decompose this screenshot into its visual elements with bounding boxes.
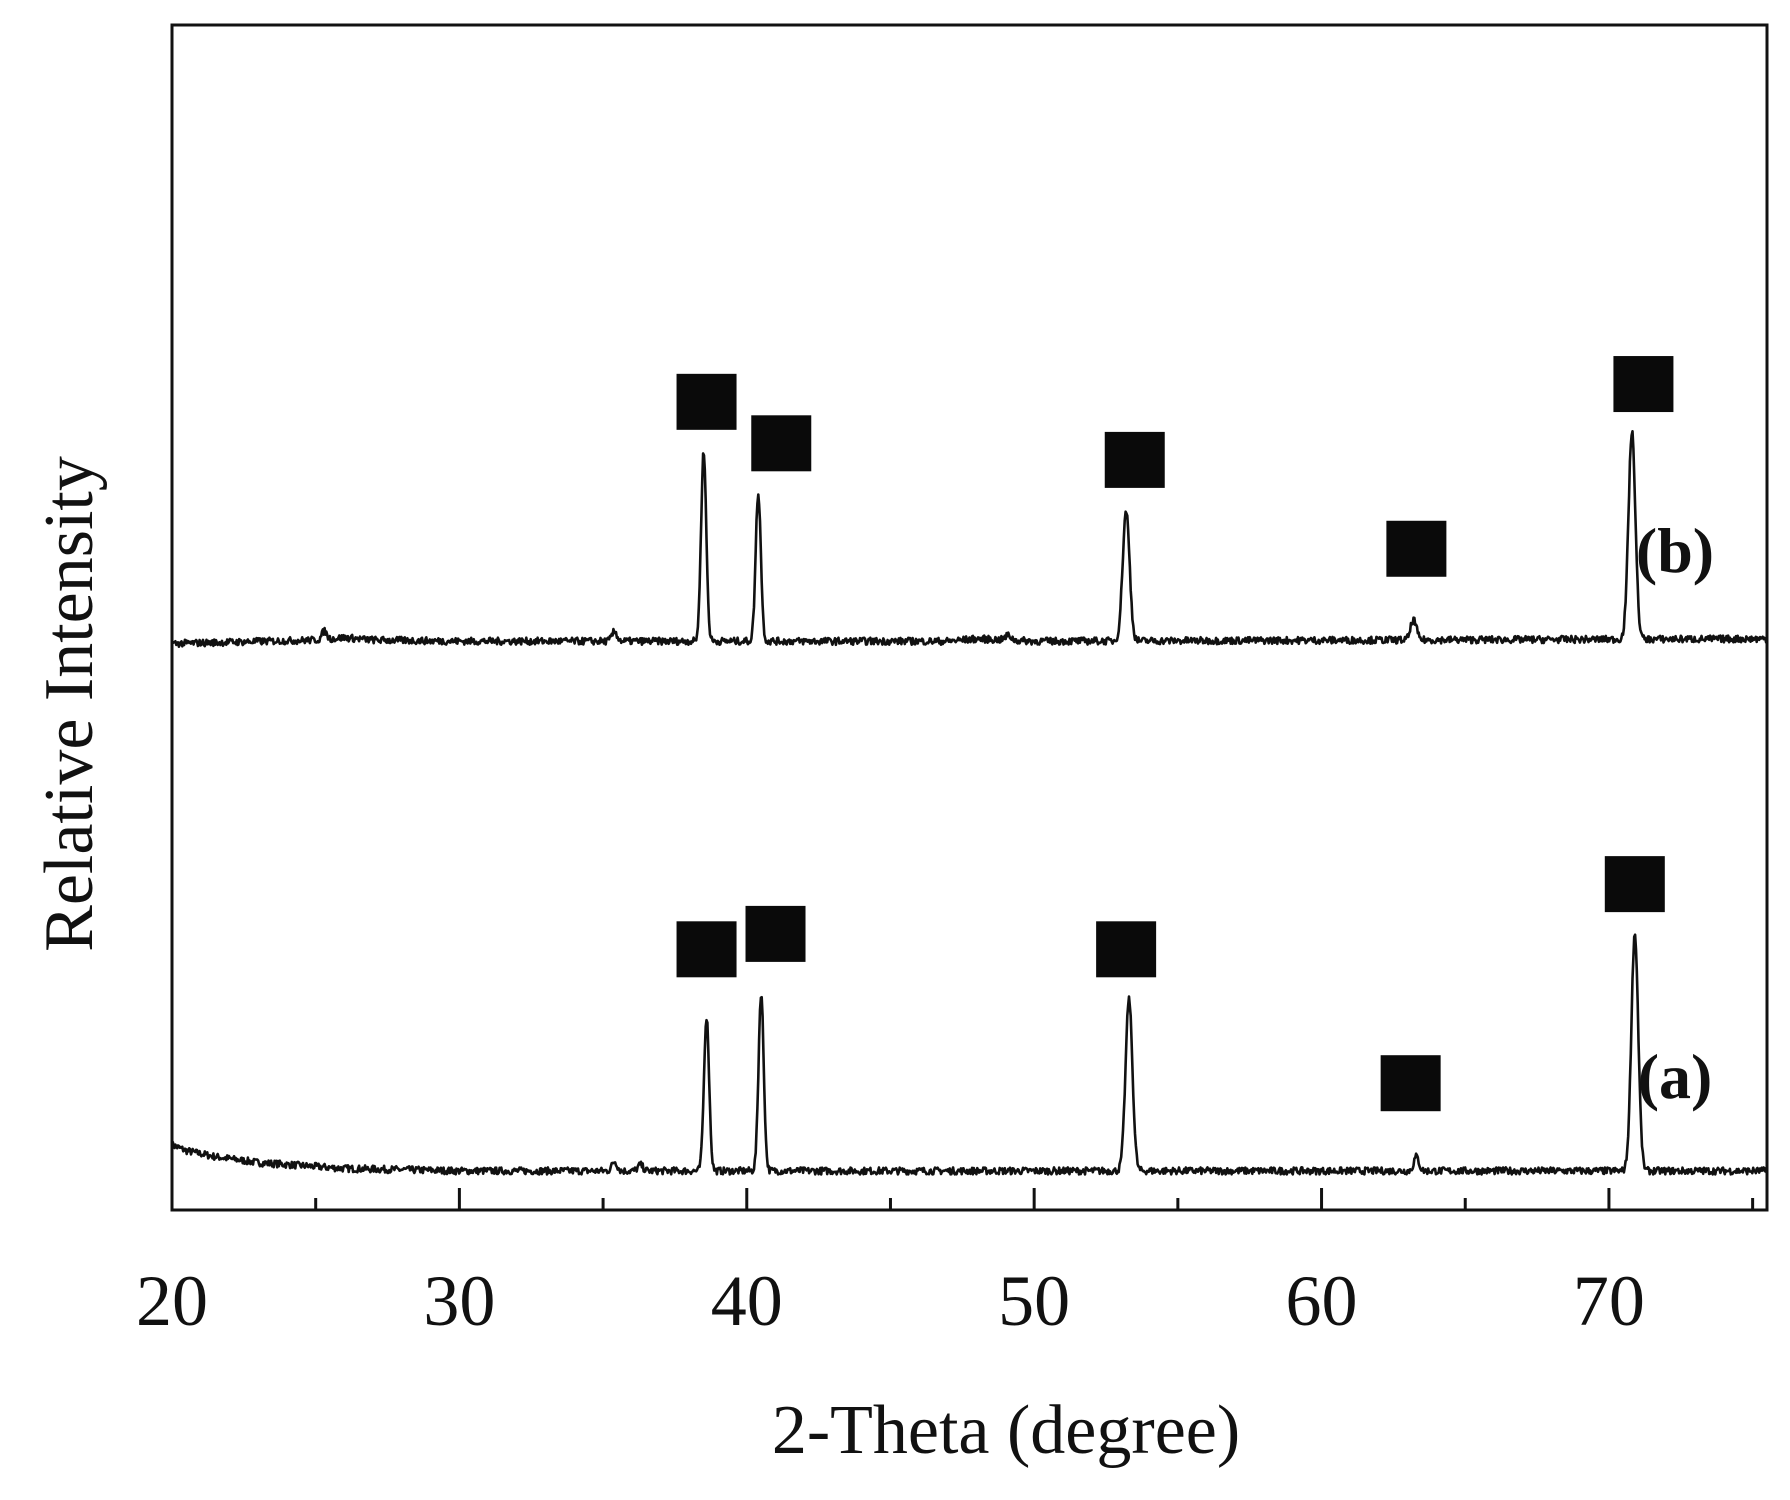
series-line-a [170, 933, 1769, 1176]
series-layer [170, 430, 1769, 1176]
x-axis-label: 2-Theta (degree) [772, 1392, 1240, 1469]
phase-marker-square [1613, 356, 1674, 413]
plot-frame [170, 23, 1769, 1212]
x-tick-label: 60 [1286, 1261, 1358, 1341]
phase-marker-square [751, 415, 812, 472]
series-line-b [171, 430, 1769, 648]
series-label-layer: (a) (b) [1636, 515, 1714, 1112]
phase-marker-square [1104, 431, 1165, 488]
x-tick-label: 70 [1573, 1261, 1645, 1341]
phase-marker-square [676, 921, 737, 978]
phase-marker-square [1380, 1055, 1441, 1112]
x-tick-label: 20 [136, 1261, 208, 1341]
phase-marker-square [745, 905, 806, 962]
phase-marker-square [1386, 520, 1447, 577]
x-tick-label: 30 [423, 1261, 495, 1341]
phase-marker-square [1096, 921, 1157, 978]
x-tick-label: 40 [711, 1261, 783, 1341]
series-label-a: (a) [1638, 1041, 1713, 1112]
x-tick-label: 50 [998, 1261, 1070, 1341]
phase-marker-square [676, 373, 737, 430]
series-label-b: (b) [1636, 515, 1714, 586]
marker-layer [676, 356, 1674, 1112]
x-axis-ticks-layer: 20 30 40 50 60 70 [136, 1188, 1755, 1341]
plot-frame-layer [170, 23, 1769, 1212]
phase-marker-square [1604, 856, 1665, 913]
y-axis-label: Relative Intensity [31, 456, 108, 952]
